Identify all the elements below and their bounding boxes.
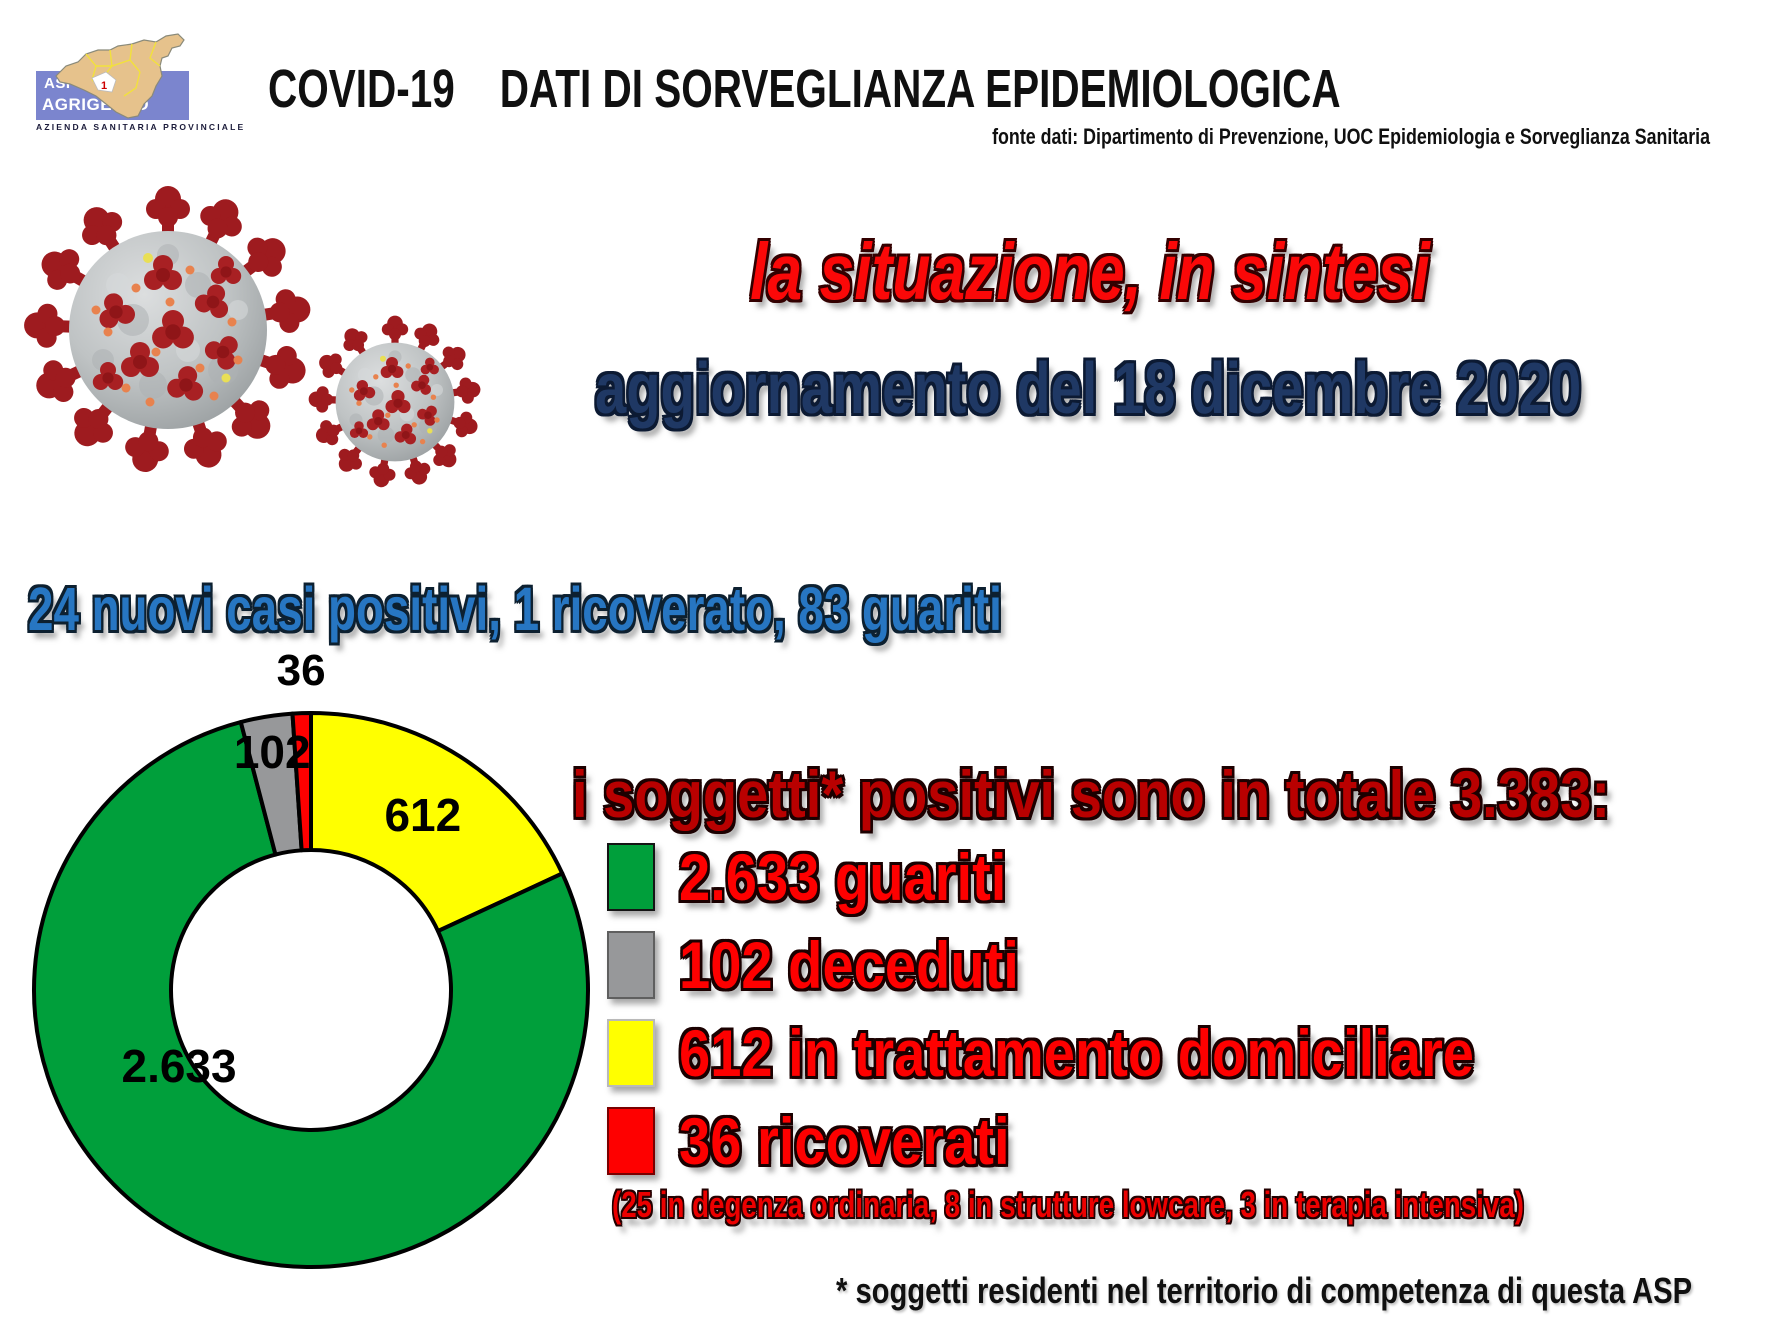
- legend-swatch-deceduti: [607, 931, 655, 999]
- legend-label-deceduti: 102 deceduti: [679, 928, 1019, 1002]
- legend-item-guariti: 2.633 guariti: [607, 843, 1614, 911]
- donut-label-deceduti: 102: [234, 726, 311, 778]
- chart-legend: 2.633 guariti 102 deceduti 612 in trattame…: [607, 843, 1614, 1175]
- title-surveillance: DATI DI SORVEGLIANZA EPIDEMIOLOGICA: [499, 59, 1341, 119]
- asp-agrigento-logo: ASP AGRIGENTO 1 AZIENDA SANITARIA PROVIN…: [30, 26, 250, 171]
- legend-swatch-trattamento-domiciliare: [607, 1019, 655, 1087]
- sicily-map-icon: 1: [55, 33, 185, 119]
- legend-item-deceduti: 102 deceduti: [607, 931, 1614, 999]
- legend-label-ricoverati: 36 ricoverati: [679, 1104, 1010, 1178]
- donut-label-guariti: 2.633: [121, 1040, 236, 1092]
- update-date-line: aggiornamento del 18 dicembre 2020: [595, 349, 1582, 429]
- source-line: fonte dati: Dipartimento di Prevenzione,…: [992, 124, 1710, 149]
- hospitalized-note: (25 in degenza ordinaria, 8 in strutture…: [612, 1184, 1524, 1225]
- legend-item-ricoverati: 36 ricoverati: [607, 1107, 1614, 1175]
- coronavirus-small: [308, 316, 482, 490]
- legend-swatch-ricoverati: [607, 1107, 655, 1175]
- title-covid: COVID-19: [268, 59, 455, 119]
- coronavirus-illustration: [0, 150, 520, 510]
- donut-slice-guariti: [32, 720, 590, 1269]
- donut-label-in-trattamento-domiciliare: 612: [384, 789, 461, 841]
- daily-summary-line: 24 nuovi casi positivi, 1 ricoverato, 83…: [28, 575, 1002, 643]
- residents-footnote: * soggetti residenti nel territorio di c…: [836, 1270, 1693, 1311]
- page-title: COVID-19 DATI DI SORVEGLIANZA EPIDEMIOLO…: [268, 58, 1341, 120]
- legend-swatch-guariti: [607, 843, 655, 911]
- summary-title: i soggetti* positivi sono in totale 3.38…: [572, 757, 1611, 831]
- donut-slice-in-trattamento-domiciliare: [309, 711, 565, 934]
- legend-label-trattamento-domiciliare: 612 in trattamento domiciliare: [679, 1016, 1474, 1090]
- logo-subtitle: AZIENDA SANITARIA PROVINCIALE: [36, 122, 246, 132]
- donut-label-ricoverati: 36: [277, 646, 326, 695]
- map-province-number: 1: [101, 80, 107, 92]
- agrigento-province-shape: [91, 71, 117, 93]
- legend-label-guariti: 2.633 guariti: [679, 840, 1007, 914]
- headline-situation: la situazione, in sintesi: [750, 227, 1430, 316]
- coronavirus-large: [23, 186, 313, 476]
- donut-chart: 612 2.633 102 36: [32, 646, 590, 1269]
- legend-item-trattamento-domiciliare: 612 in trattamento domiciliare: [607, 1019, 1614, 1087]
- donut-slice-ricoverati: [290, 711, 313, 853]
